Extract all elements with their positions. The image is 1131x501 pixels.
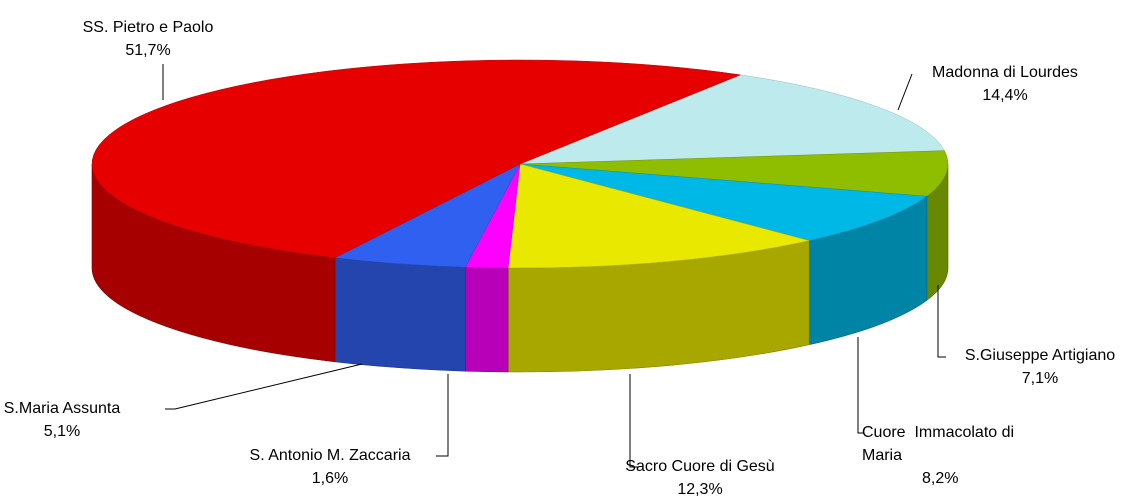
slice [519,150,949,197]
value-label: 14,4% [982,87,1028,104]
value-label: 7,1% [1021,370,1059,387]
slice [519,74,945,165]
value-label: 8,2% [922,470,959,487]
slice-side [465,266,509,373]
category-name: S.Giuseppe Artigiano [964,347,1116,364]
value-label: 1,6% [311,470,349,487]
category-name: Sacro Cuore di Gesù [625,458,775,475]
slice-label: S. Antonio M. Zaccaria 1,6% [215,444,445,490]
value-label: 51,7% [125,42,171,59]
leader-line [629,374,638,468]
slice-side [334,257,466,372]
category-name: SS. Pietro e Paolo [82,19,214,36]
leader-line [897,73,913,111]
slice-label: S.Giuseppe Artigiano 7,1% [930,344,1131,390]
slice-label: SS. Pietro e Paolo 51,7% [38,16,258,62]
slice [91,59,742,259]
leader-line [857,337,864,434]
slice-label: Cuore Immacolato di Maria 8,2% [862,421,1042,490]
slice-label: Madonna di Lourdes 14,4% [895,61,1115,107]
value-label: 5,1% [43,423,81,440]
leader-line [165,363,363,410]
slice [507,163,810,269]
leader-line [937,285,946,358]
category-name: Madonna di Lourdes [932,64,1078,81]
category-name: Cuore Immacolato di Maria [862,424,1019,464]
value-label: 12,3% [677,481,723,498]
category-name: S. Antonio M. Zaccaria [249,447,411,464]
category-name: S.Maria Assunta [3,400,121,417]
slice [519,163,928,241]
slice-label: Sacro Cuore di Gesù 12,3% [590,455,810,501]
slice-label: S.Maria Assunta 5,1% [0,397,152,443]
leader-line [436,374,449,457]
